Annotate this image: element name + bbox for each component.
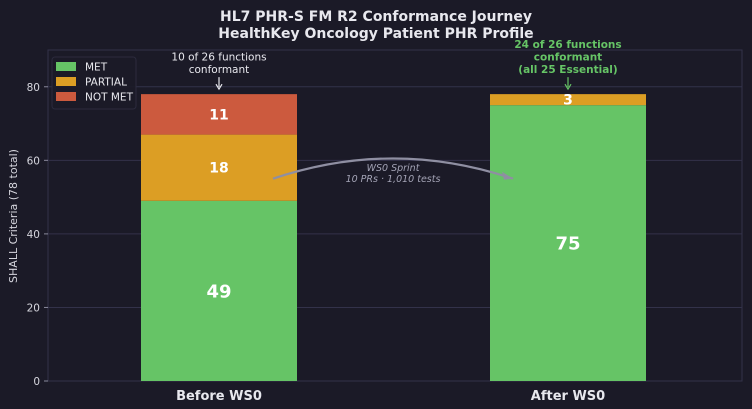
transition-label: 10 PRs · 1,010 tests <box>346 174 441 185</box>
legend-swatch <box>56 62 76 71</box>
y-axis-label: SHALL Criteria (78 total) <box>7 149 20 283</box>
legend-label: PARTIAL <box>85 77 127 89</box>
annotation-text: 24 of 26 functions <box>514 39 621 51</box>
transition-arc <box>272 157 514 180</box>
annotation-text: (all 25 Essential) <box>518 64 617 76</box>
x-tick-label: After WS0 <box>531 389 605 404</box>
transition-arrowhead <box>502 171 513 180</box>
bar-segment <box>141 200 297 381</box>
bar-segment <box>141 134 297 201</box>
segment-value-label: 11 <box>209 107 228 123</box>
annotation-arrowhead <box>215 83 223 91</box>
y-tick-label: 60 <box>27 155 40 167</box>
legend-swatch <box>56 77 76 86</box>
y-tick-label: 0 <box>33 376 40 388</box>
annotation-text: conformant <box>189 64 250 76</box>
segment-value-label: 3 <box>563 93 573 109</box>
bar-segment <box>490 105 646 382</box>
legend-swatch <box>56 92 76 101</box>
y-tick-label: 40 <box>27 229 40 241</box>
segment-value-label: 18 <box>209 161 228 177</box>
legend-label: NOT MET <box>85 92 134 104</box>
chart-title: HL7 PHR-S FM R2 Conformance Journey <box>220 9 532 25</box>
transition-label: WS0 Sprint <box>367 163 421 174</box>
segment-value-label: 49 <box>206 281 231 302</box>
annotation-arrowhead <box>564 83 572 91</box>
annotation-text: 10 of 26 functions <box>171 52 266 64</box>
segment-value-label: 75 <box>555 234 580 255</box>
bar-segment <box>490 94 646 106</box>
annotation-text: conformant <box>534 52 602 64</box>
legend-label: MET <box>85 62 108 74</box>
y-tick-label: 80 <box>27 82 40 94</box>
bar-segment <box>141 94 297 135</box>
bars: 49 18 11 Before WS0 75 3 After WS0 <box>141 93 646 404</box>
y-tick-label: 20 <box>27 302 40 314</box>
legend: MET PARTIAL NOT MET <box>51 56 137 110</box>
chart-subtitle: HealthKey Oncology Patient PHR Profile <box>218 26 533 42</box>
x-tick-label: Before WS0 <box>176 389 262 404</box>
